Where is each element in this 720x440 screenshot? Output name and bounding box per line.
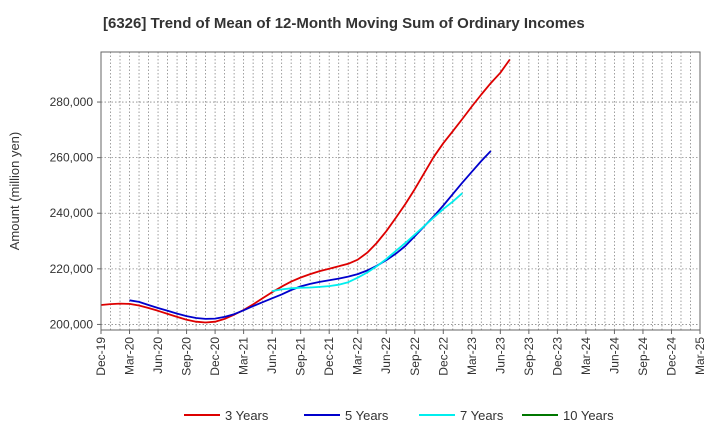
x-tick-label: Mar-22 [351, 337, 365, 375]
plot-frame [100, 51, 701, 331]
x-tick-label: Mar-23 [465, 337, 479, 375]
y-tick-label: 280,000 [50, 95, 94, 109]
y-tick-label: 220,000 [50, 262, 94, 276]
y-axis-ticks: 200,000 220,000 240,000 260,000 280,000 [50, 95, 101, 331]
series-line-3-years [100, 58, 511, 324]
x-tick-label: Mar-21 [237, 337, 251, 375]
legend-label: 10 Years [563, 408, 614, 423]
y-tick-label: 200,000 [50, 317, 94, 331]
chart-title: [6326] Trend of Mean of 12-Month Moving … [103, 15, 585, 32]
legend-label: 7 Years [460, 408, 504, 423]
x-axis-ticks: Dec-19 Mar-20 Jun-20 Sep-20 Dec-20 Mar-21 Jun-… [94, 330, 707, 376]
x-tick-label: Sep-22 [408, 337, 422, 376]
x-tick-label: Sep-21 [294, 337, 308, 376]
grid-lines [101, 52, 700, 330]
x-tick-label: Jun-24 [607, 337, 621, 374]
series-lines [100, 58, 511, 324]
x-tick-label: Mar-20 [123, 337, 137, 375]
y-tick-label: 260,000 [50, 151, 94, 165]
x-tick-label: Dec-24 [664, 337, 678, 376]
x-tick-label: Jun-23 [493, 337, 507, 374]
plot-area [101, 52, 700, 330]
x-tick-label: Jun-20 [151, 337, 165, 374]
x-tick-label: Dec-22 [436, 337, 450, 376]
series-line-7-years [271, 192, 463, 292]
x-tick-label: Mar-25 [693, 337, 707, 375]
x-tick-label: Dec-21 [322, 337, 336, 376]
legend: 3 Years 5 Years 7 Years 10 Years [184, 408, 614, 423]
y-axis-label: Amount (million yen) [7, 132, 22, 251]
x-tick-label: Jun-21 [265, 337, 279, 374]
y-tick-label: 240,000 [50, 206, 94, 220]
legend-label: 3 Years [225, 408, 269, 423]
x-tick-label: Sep-24 [636, 337, 650, 376]
x-tick-label: Sep-23 [522, 337, 536, 376]
x-tick-label: Sep-20 [180, 337, 194, 376]
x-tick-label: Mar-24 [579, 337, 593, 375]
x-tick-label: Dec-19 [94, 337, 108, 376]
x-tick-label: Dec-23 [550, 337, 564, 376]
x-tick-label: Jun-22 [379, 337, 393, 374]
x-tick-label: Dec-20 [208, 337, 222, 376]
legend-label: 5 Years [345, 408, 389, 423]
